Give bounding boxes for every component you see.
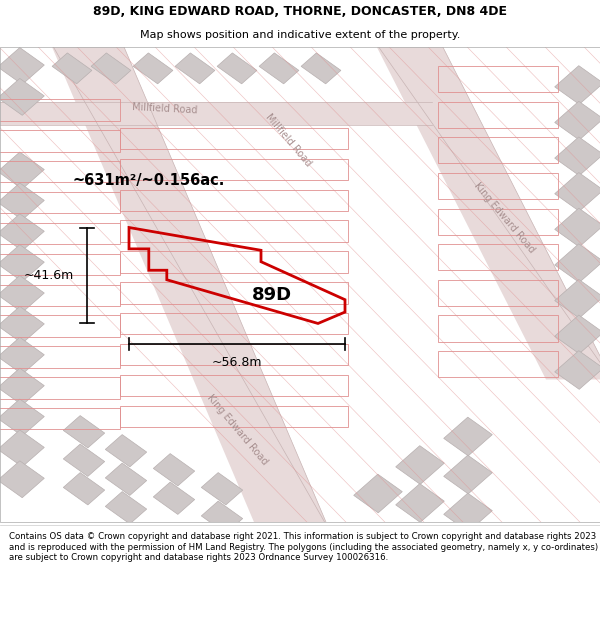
- Text: King Edward Road: King Edward Road: [205, 392, 269, 466]
- Polygon shape: [133, 53, 173, 84]
- Polygon shape: [0, 102, 432, 126]
- Polygon shape: [0, 368, 44, 405]
- Polygon shape: [395, 446, 445, 484]
- Polygon shape: [52, 53, 92, 84]
- Polygon shape: [0, 183, 44, 220]
- Polygon shape: [154, 482, 194, 514]
- Text: 89D: 89D: [252, 286, 292, 304]
- Polygon shape: [372, 38, 600, 379]
- Polygon shape: [554, 137, 600, 176]
- Polygon shape: [395, 484, 445, 522]
- Polygon shape: [48, 38, 330, 531]
- Polygon shape: [554, 101, 600, 140]
- Polygon shape: [202, 501, 242, 533]
- Polygon shape: [443, 455, 493, 494]
- Polygon shape: [443, 417, 493, 456]
- Polygon shape: [554, 244, 600, 282]
- Polygon shape: [0, 461, 44, 498]
- Text: Millfield Road: Millfield Road: [263, 111, 313, 168]
- Polygon shape: [353, 474, 403, 513]
- Polygon shape: [106, 434, 146, 467]
- Polygon shape: [106, 492, 146, 524]
- Polygon shape: [0, 306, 44, 343]
- Polygon shape: [64, 416, 104, 448]
- Polygon shape: [259, 53, 299, 84]
- Text: ~56.8m: ~56.8m: [212, 356, 262, 369]
- Text: Map shows position and indicative extent of the property.: Map shows position and indicative extent…: [140, 30, 460, 40]
- Polygon shape: [0, 152, 44, 189]
- Polygon shape: [64, 472, 104, 505]
- Polygon shape: [443, 493, 493, 532]
- Polygon shape: [91, 53, 131, 84]
- Polygon shape: [554, 279, 600, 318]
- Polygon shape: [0, 338, 44, 374]
- Polygon shape: [0, 48, 44, 84]
- Text: ~631m²/~0.156ac.: ~631m²/~0.156ac.: [72, 173, 224, 188]
- Polygon shape: [554, 66, 600, 104]
- Polygon shape: [0, 244, 44, 282]
- Text: 89D, KING EDWARD ROAD, THORNE, DONCASTER, DN8 4DE: 89D, KING EDWARD ROAD, THORNE, DONCASTER…: [93, 5, 507, 18]
- Polygon shape: [0, 276, 44, 312]
- Text: Contains OS data © Crown copyright and database right 2021. This information is : Contains OS data © Crown copyright and d…: [9, 532, 598, 562]
- Polygon shape: [64, 444, 104, 476]
- Polygon shape: [554, 315, 600, 354]
- Polygon shape: [217, 53, 257, 84]
- Polygon shape: [0, 78, 44, 116]
- Text: King Edward Road: King Edward Road: [472, 181, 536, 255]
- Text: ~41.6m: ~41.6m: [23, 269, 74, 282]
- Text: Millfield Road: Millfield Road: [132, 102, 198, 116]
- Polygon shape: [554, 173, 600, 211]
- Polygon shape: [301, 53, 341, 84]
- Polygon shape: [202, 472, 242, 505]
- Polygon shape: [0, 430, 44, 467]
- Polygon shape: [554, 208, 600, 247]
- Polygon shape: [106, 463, 146, 496]
- Polygon shape: [175, 53, 215, 84]
- Polygon shape: [0, 399, 44, 436]
- Polygon shape: [554, 351, 600, 389]
- Polygon shape: [0, 214, 44, 251]
- Polygon shape: [154, 454, 194, 486]
